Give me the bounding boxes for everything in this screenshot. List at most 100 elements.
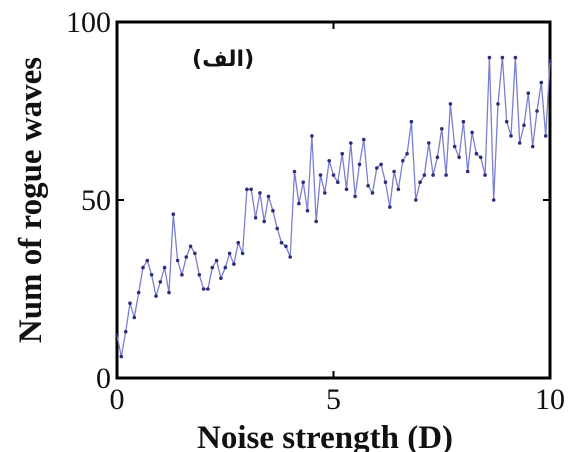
data-point [461, 119, 466, 124]
data-point [474, 151, 479, 156]
data-point [132, 315, 137, 320]
data-point [349, 141, 353, 145]
data-point [249, 187, 253, 192]
data-point [310, 134, 314, 138]
x-tick-labels: 0 5 10 [110, 383, 566, 416]
data-point [141, 265, 145, 270]
data-point [509, 134, 513, 138]
data-point [452, 144, 457, 149]
data-point [123, 329, 128, 334]
data-point [240, 251, 245, 256]
data-point [392, 169, 396, 174]
data-point [483, 173, 487, 177]
data-point [422, 173, 427, 177]
data-point [227, 251, 232, 256]
data-point [214, 258, 219, 263]
data-point [154, 294, 158, 298]
data-point [496, 102, 500, 106]
data-point [279, 240, 284, 245]
data-point [206, 287, 210, 291]
data-point [167, 290, 171, 295]
data-point [201, 287, 206, 291]
x-tick-label: 0 [110, 383, 125, 416]
series-points [115, 55, 552, 359]
data-point [266, 194, 271, 199]
data-point [457, 155, 461, 160]
data-point [500, 55, 505, 60]
data-point [297, 201, 301, 206]
panel-label: (الف) [192, 47, 254, 72]
data-point [431, 173, 435, 177]
data-point [548, 59, 552, 63]
data-point [396, 187, 401, 192]
data-point [362, 137, 366, 142]
data-point [115, 333, 119, 338]
data-point [236, 240, 240, 245]
data-point [119, 354, 124, 359]
data-point [292, 169, 297, 174]
axis-ticks [116, 21, 551, 379]
data-point [136, 290, 141, 295]
data-point [327, 159, 332, 163]
data-point [470, 130, 474, 135]
data-point [331, 173, 336, 177]
data-point [275, 226, 280, 231]
data-point [448, 102, 453, 106]
data-point [262, 219, 267, 224]
data-point [370, 191, 375, 195]
data-point [314, 219, 319, 224]
data-point [526, 91, 531, 95]
data-point [288, 255, 293, 259]
data-point [128, 301, 132, 306]
data-point [414, 198, 418, 202]
x-tick-label: 10 [535, 383, 565, 416]
y-tick-labels: 0 50 100 [66, 6, 111, 395]
data-point [543, 134, 548, 138]
data-point [258, 191, 262, 195]
data-point [353, 194, 357, 199]
data-point [284, 244, 288, 249]
data-point [318, 173, 323, 177]
data-point [223, 265, 228, 270]
y-tick-label: 0 [96, 362, 111, 395]
data-point [245, 187, 249, 192]
data-point [149, 273, 154, 277]
x-axis-title: Noise strength (D) [197, 420, 453, 452]
data-point [210, 265, 215, 270]
data-point [513, 55, 518, 60]
data-point [271, 208, 275, 213]
data-point [366, 184, 370, 188]
data-point [517, 141, 522, 145]
y-axis-title: Num of rogue waves [13, 57, 49, 343]
data-point [162, 265, 167, 270]
data-point [465, 169, 470, 174]
data-point [405, 151, 409, 156]
data-point [145, 258, 150, 263]
data-point [427, 141, 431, 145]
data-point [175, 258, 180, 263]
data-point [336, 180, 340, 184]
data-point [219, 276, 223, 281]
data-point [535, 109, 539, 113]
y-tick-label: 50 [81, 184, 111, 217]
data-point [444, 173, 448, 177]
data-point [253, 216, 258, 220]
data-point [418, 180, 422, 184]
data-point [184, 255, 189, 259]
data-point [383, 180, 388, 184]
data-point [171, 212, 176, 216]
data-point [344, 187, 349, 192]
data-point [388, 205, 392, 209]
data-point [158, 280, 163, 284]
y-tick-label: 100 [66, 6, 111, 39]
data-point [435, 155, 440, 160]
data-point [340, 151, 345, 156]
x-tick-label: 5 [326, 383, 341, 416]
data-point [539, 80, 544, 85]
data-point [232, 262, 236, 266]
data-point [409, 119, 414, 124]
data-point [478, 155, 483, 160]
data-point [487, 55, 492, 60]
data-point [440, 127, 444, 131]
